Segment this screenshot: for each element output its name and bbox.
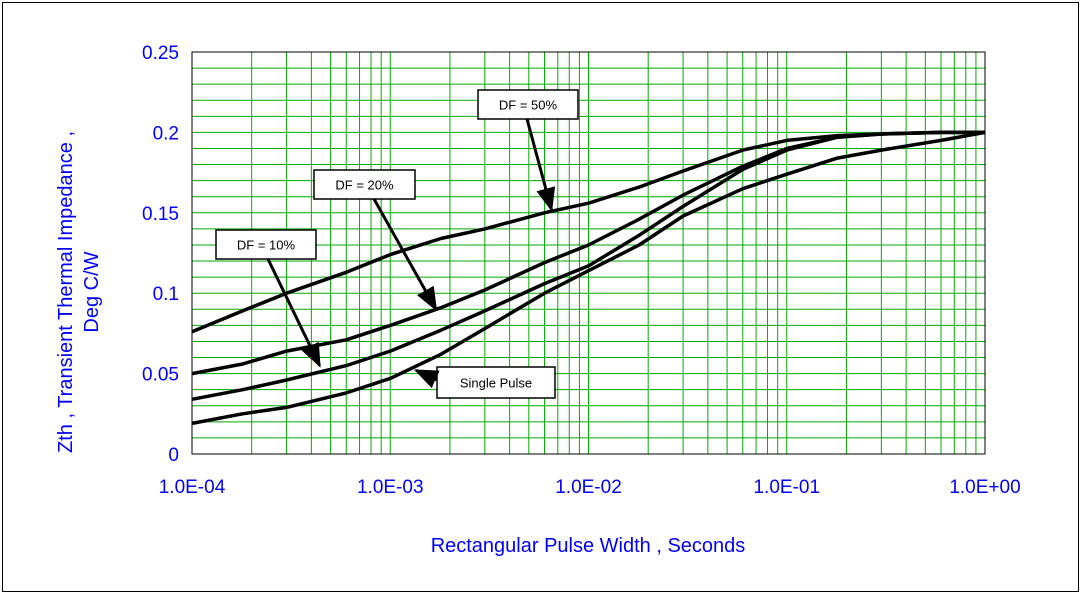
y-axis-label-line-1: Zth , Transient Thermal Impedance , bbox=[55, 131, 77, 453]
plot-area-border bbox=[191, 51, 986, 455]
x-tick-label: 1.0E-03 bbox=[357, 477, 424, 498]
series-lines bbox=[191, 130, 986, 426]
y-tick-label: 0.1 bbox=[153, 284, 179, 305]
callout-arrow bbox=[413, 369, 440, 389]
annotation-callout: DF = 50% bbox=[477, 89, 579, 212]
y-tick-label: 0.15 bbox=[142, 204, 179, 225]
annotation-callout: DF = 10% bbox=[215, 229, 321, 368]
callout-box bbox=[215, 229, 317, 260]
y-axis-label-line-2: Deg C/W bbox=[81, 251, 103, 332]
x-tick-label: 1.0E-01 bbox=[753, 477, 820, 498]
callout-label: Single Pulse bbox=[460, 376, 532, 391]
callout-box bbox=[477, 89, 579, 120]
callout-label: DF = 50% bbox=[499, 98, 558, 113]
callout-arrow bbox=[372, 198, 438, 312]
callout-arrow bbox=[525, 118, 556, 212]
x-tick-label: 1.0E-02 bbox=[555, 477, 622, 498]
y-tick-label: 0.25 bbox=[142, 43, 179, 64]
tick-labels: 1.0E-04 1.0E-03 1.0E-02 1.0E-01 1.0E+00 0 0.05… bbox=[142, 43, 1021, 498]
callout-box bbox=[436, 366, 556, 399]
y-tick-label: 0.05 bbox=[142, 365, 179, 386]
x-tick-label: 1.0E+00 bbox=[949, 477, 1020, 498]
y-tick-label: 0.2 bbox=[153, 123, 179, 144]
y-tick-label: 0 bbox=[168, 445, 179, 466]
callout-label: DF = 10% bbox=[237, 238, 296, 253]
series-line bbox=[191, 130, 986, 426]
callout-arrow bbox=[266, 258, 321, 368]
annotations: DF = 50% DF = 20% DF = 10% Single Pulse bbox=[215, 89, 579, 399]
callout-box bbox=[313, 169, 416, 200]
annotation-callout: DF = 20% bbox=[313, 169, 438, 312]
x-axis-label: Rectangular Pulse Width , Seconds bbox=[431, 535, 746, 557]
callout-label: DF = 20% bbox=[335, 178, 394, 193]
series-line bbox=[191, 130, 985, 402]
annotation-callout: Single Pulse bbox=[413, 366, 556, 399]
x-tick-label: 1.0E-04 bbox=[159, 477, 226, 498]
